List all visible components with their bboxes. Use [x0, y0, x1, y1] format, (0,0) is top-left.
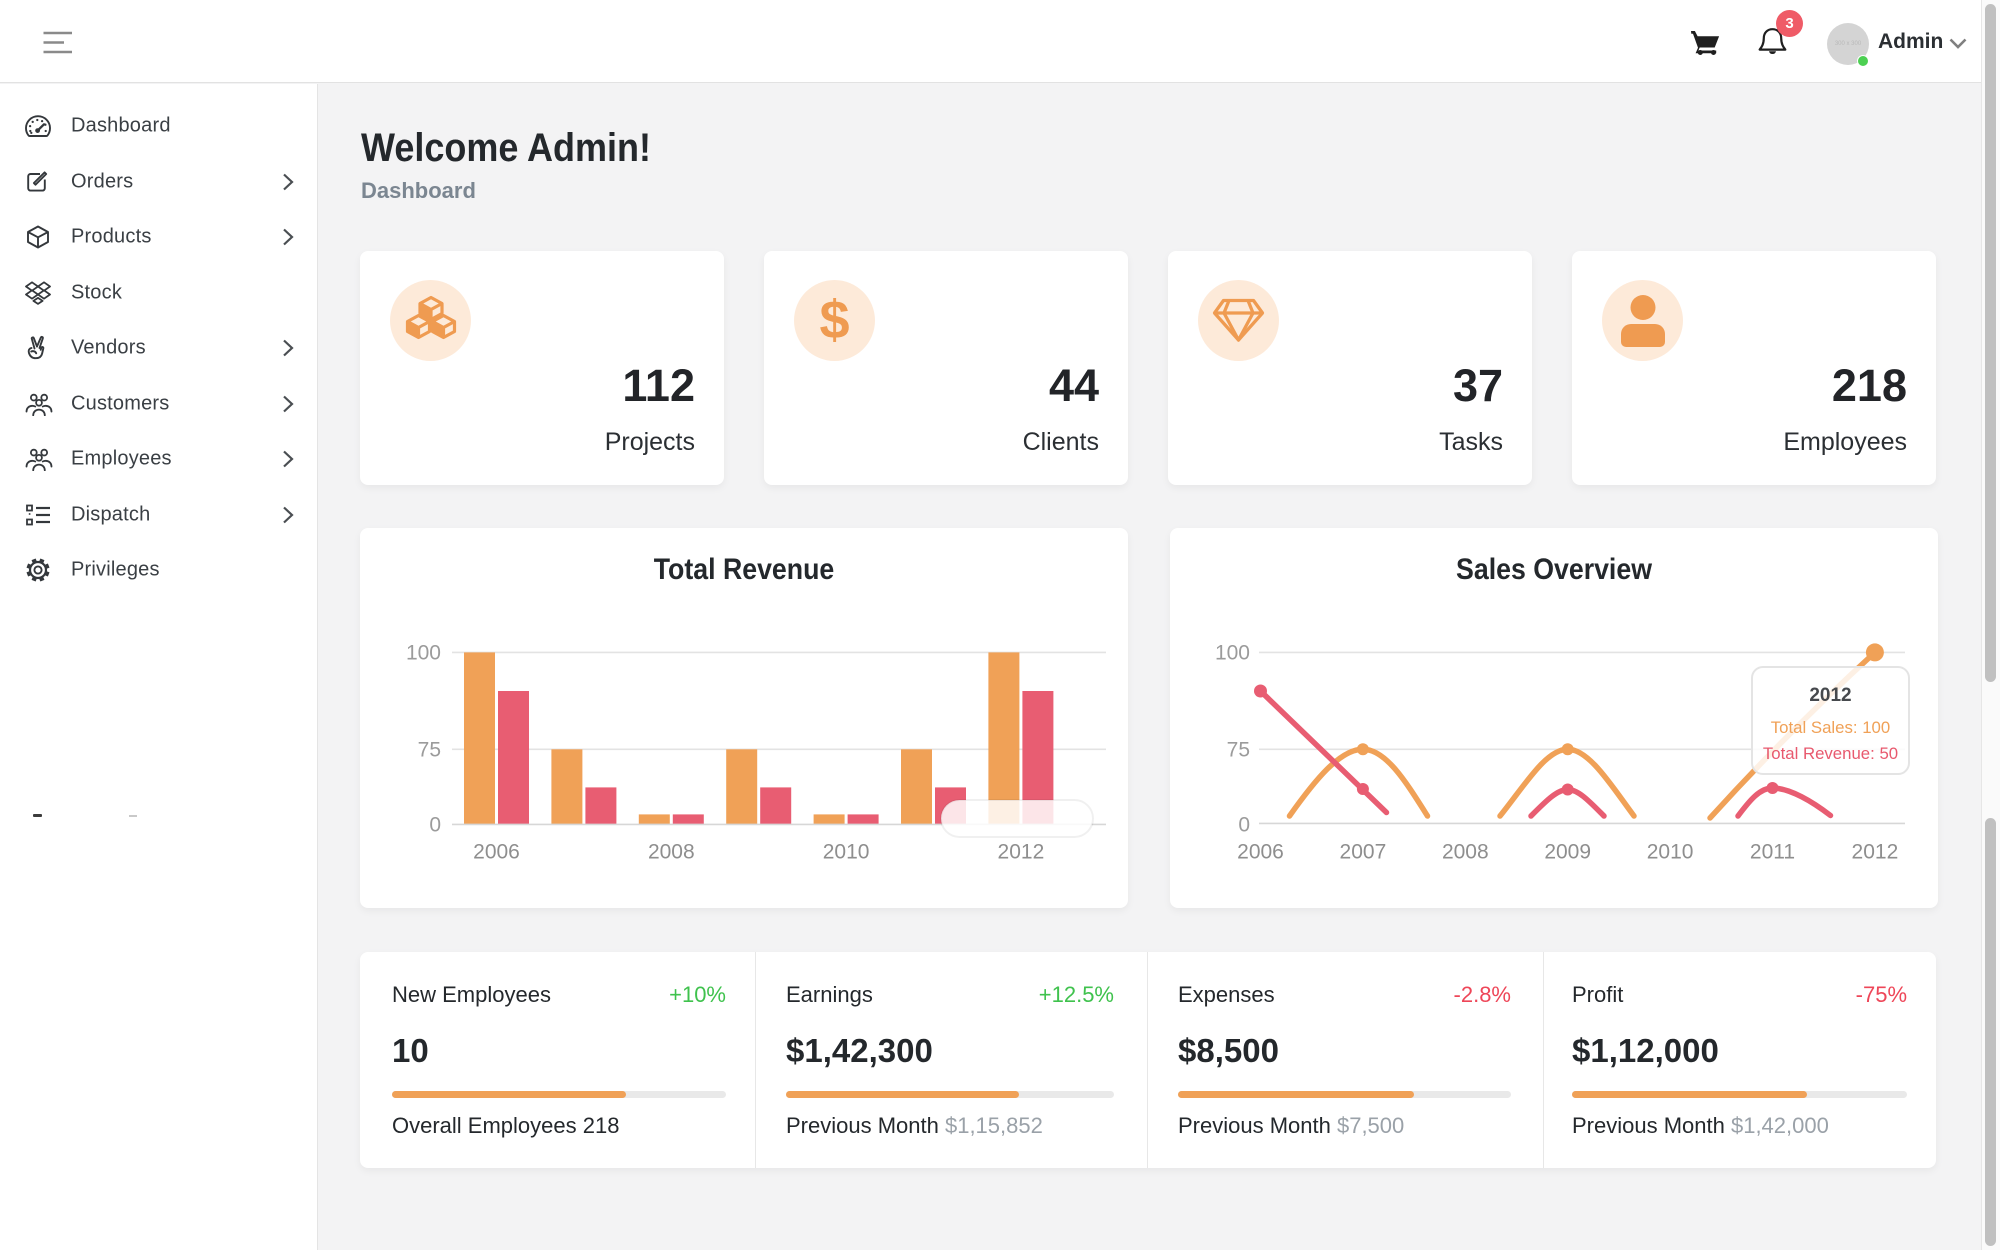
svg-text:2012: 2012 [1852, 841, 1899, 864]
svg-text:2011: 2011 [1750, 841, 1795, 864]
svg-text:100: 100 [1215, 642, 1250, 665]
svg-text:75: 75 [418, 739, 441, 762]
svg-text:2006: 2006 [473, 841, 520, 864]
svg-text:100: 100 [406, 642, 441, 665]
svg-text:Total Revenue: 50: Total Revenue: 50 [1763, 744, 1898, 763]
svg-text:2006: 2006 [1237, 841, 1284, 864]
svg-text:Total Sales: 100: Total Sales: 100 [1771, 718, 1890, 737]
svg-text:2010: 2010 [1647, 841, 1694, 864]
svg-text:2009: 2009 [1544, 841, 1591, 864]
svg-text:0: 0 [1238, 814, 1250, 837]
svg-text:2012: 2012 [1809, 685, 1851, 706]
svg-text:0: 0 [429, 814, 441, 837]
svg-text:75: 75 [1227, 739, 1250, 762]
svg-text:2010: 2010 [823, 841, 870, 864]
svg-text:2008: 2008 [1442, 841, 1489, 864]
svg-text:2012: 2012 [998, 841, 1045, 864]
svg-text:2007: 2007 [1340, 841, 1387, 864]
svg-text:2008: 2008 [648, 841, 695, 864]
